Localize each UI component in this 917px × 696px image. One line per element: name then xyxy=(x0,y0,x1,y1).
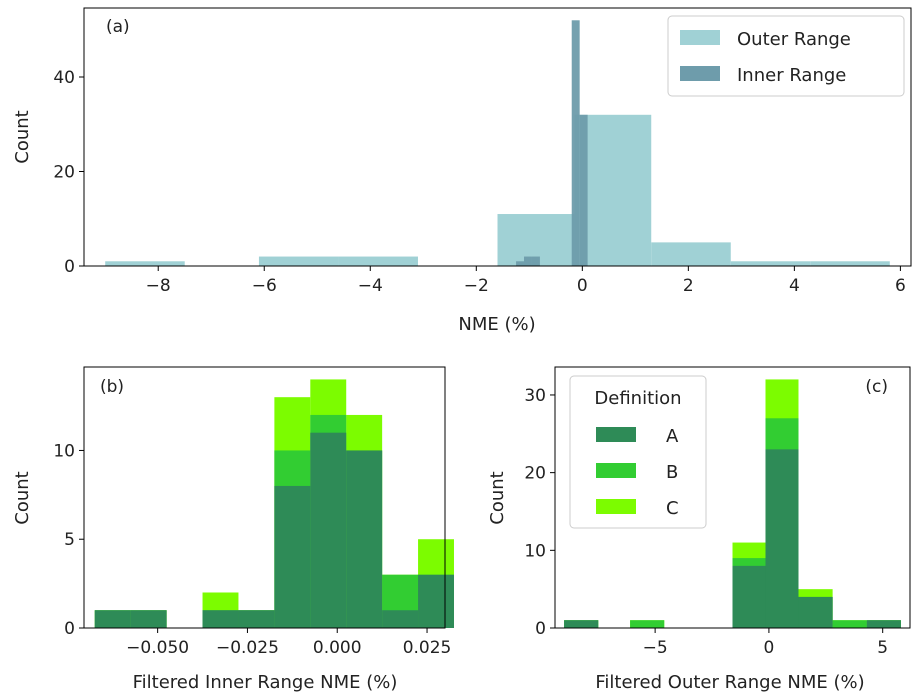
panel-b-x-axis-label: Filtered Inner Range NME (%) xyxy=(133,672,398,693)
panel-b-histogram: −0.050 −0.025 0.000 0.025 0 5 10 (b) Filtered… xyxy=(12,366,454,693)
panel-a-bars xyxy=(105,20,890,267)
x-tick-label: −6 xyxy=(252,276,277,296)
panel-a-frame xyxy=(83,7,912,267)
panel-a-x-axis-label: NME (%) xyxy=(458,314,535,335)
legend-a-swatch xyxy=(596,427,636,442)
definition-a-bar xyxy=(382,610,419,628)
panel-a-x-ticks: −8 −6 −4 −2 0 2 4 6 xyxy=(146,266,906,296)
legend-outer-range-swatch xyxy=(680,30,720,45)
y-tick-label: 20 xyxy=(524,464,546,484)
panel-a-histogram: −8 −6 −4 −2 0 2 4 6 0 20 40 (a) NME (%) Count Out… xyxy=(12,7,912,335)
definition-b-bar xyxy=(832,620,867,628)
definition-a-bar xyxy=(732,565,766,628)
x-tick-label: −5 xyxy=(643,638,668,658)
x-tick-label: 2 xyxy=(683,276,694,296)
legend-a-label: A xyxy=(666,426,679,447)
y-tick-label: 30 xyxy=(524,386,546,406)
panel-b-bars xyxy=(94,379,454,628)
panel-c-x-ticks: −5 0 5 xyxy=(643,628,888,658)
outer-range-bar xyxy=(105,261,185,266)
definition-b-bar xyxy=(630,620,665,628)
x-tick-label: −2 xyxy=(464,276,489,296)
inner-range-bar xyxy=(524,256,532,266)
x-tick-label: 6 xyxy=(895,276,906,296)
panel-c-legend-box xyxy=(569,375,707,529)
legend-b-label: B xyxy=(666,462,678,483)
legend-b-swatch xyxy=(596,463,636,478)
legend-inner-range-label: Inner Range xyxy=(737,65,846,86)
panel-c-label: (c) xyxy=(865,377,888,397)
y-tick-label: 10 xyxy=(524,541,546,561)
x-tick-label: 4 xyxy=(789,276,800,296)
legend-c-label: C xyxy=(666,498,679,519)
panel-a-y-axis-label: Count xyxy=(12,110,33,163)
outer-range-bar xyxy=(258,256,339,266)
y-tick-label: 5 xyxy=(64,530,75,550)
definition-a-bar xyxy=(418,574,454,628)
panel-c-bars xyxy=(564,379,901,628)
x-tick-label: −8 xyxy=(146,276,171,296)
inner-range-bar xyxy=(579,114,588,267)
panel-a-y-ticks: 0 20 40 xyxy=(53,68,84,277)
x-tick-label: 0 xyxy=(763,638,774,658)
y-tick-label: 0 xyxy=(64,619,75,639)
x-tick-label: −0.025 xyxy=(216,638,279,658)
x-tick-label: −4 xyxy=(358,276,383,296)
inner-range-bar xyxy=(571,20,580,266)
y-tick-label: 20 xyxy=(53,162,75,182)
inner-range-bar xyxy=(516,261,525,266)
definition-a-bar xyxy=(274,485,311,628)
outer-range-bar xyxy=(338,256,418,266)
definition-a-bar xyxy=(564,620,599,628)
x-tick-label: 0.000 xyxy=(313,638,362,658)
definition-a-bar xyxy=(346,450,383,628)
panel-b-label: (b) xyxy=(100,377,124,397)
panel-b-y-ticks: 0 5 10 xyxy=(53,441,84,639)
outer-range-bar xyxy=(730,261,811,266)
panel-a-legend-box xyxy=(667,15,905,97)
x-tick-label: 0.025 xyxy=(403,638,452,658)
outer-range-bar xyxy=(810,261,890,266)
y-tick-label: 0 xyxy=(535,619,546,639)
inner-range-bar xyxy=(531,256,540,266)
panel-c-legend: Definition A B C xyxy=(569,375,707,529)
definition-a-bar xyxy=(765,449,799,628)
panel-c-y-ticks: 0 10 20 30 xyxy=(524,386,555,639)
x-tick-label: 5 xyxy=(877,638,888,658)
panel-a-label: (a) xyxy=(106,17,130,37)
definition-a-bar xyxy=(130,610,167,628)
panel-c-histogram: −5 0 5 0 10 20 30 (c) Filtered Outer Range NM… xyxy=(487,366,911,693)
definition-a-bar xyxy=(94,610,131,628)
definition-a-bar xyxy=(238,610,275,628)
x-tick-label: −0.050 xyxy=(126,638,189,658)
y-tick-label: 0 xyxy=(64,257,75,277)
legend-outer-range-label: Outer Range xyxy=(737,29,851,50)
legend-inner-range-swatch xyxy=(680,66,720,81)
panel-b-x-ticks: −0.050 −0.025 0.000 0.025 xyxy=(126,628,451,658)
definition-a-bar xyxy=(866,620,901,628)
definition-a-bar xyxy=(798,596,833,628)
panel-a-legend: Outer Range Inner Range xyxy=(667,15,905,97)
outer-range-bar xyxy=(651,242,731,266)
definition-a-bar xyxy=(202,610,239,628)
panel-b-frame xyxy=(83,366,446,629)
panel-c-legend-title: Definition xyxy=(594,388,681,409)
panel-c-x-axis-label: Filtered Outer Range NME (%) xyxy=(595,672,864,693)
panel-b-y-axis-label: Count xyxy=(12,471,33,524)
x-tick-label: 0 xyxy=(577,276,588,296)
y-tick-label: 40 xyxy=(53,68,75,88)
definition-a-bar xyxy=(310,432,347,628)
panel-c-frame xyxy=(554,366,911,629)
legend-c-swatch xyxy=(596,499,636,514)
panel-c-y-axis-label: Count xyxy=(487,471,508,524)
y-tick-label: 10 xyxy=(53,441,75,461)
